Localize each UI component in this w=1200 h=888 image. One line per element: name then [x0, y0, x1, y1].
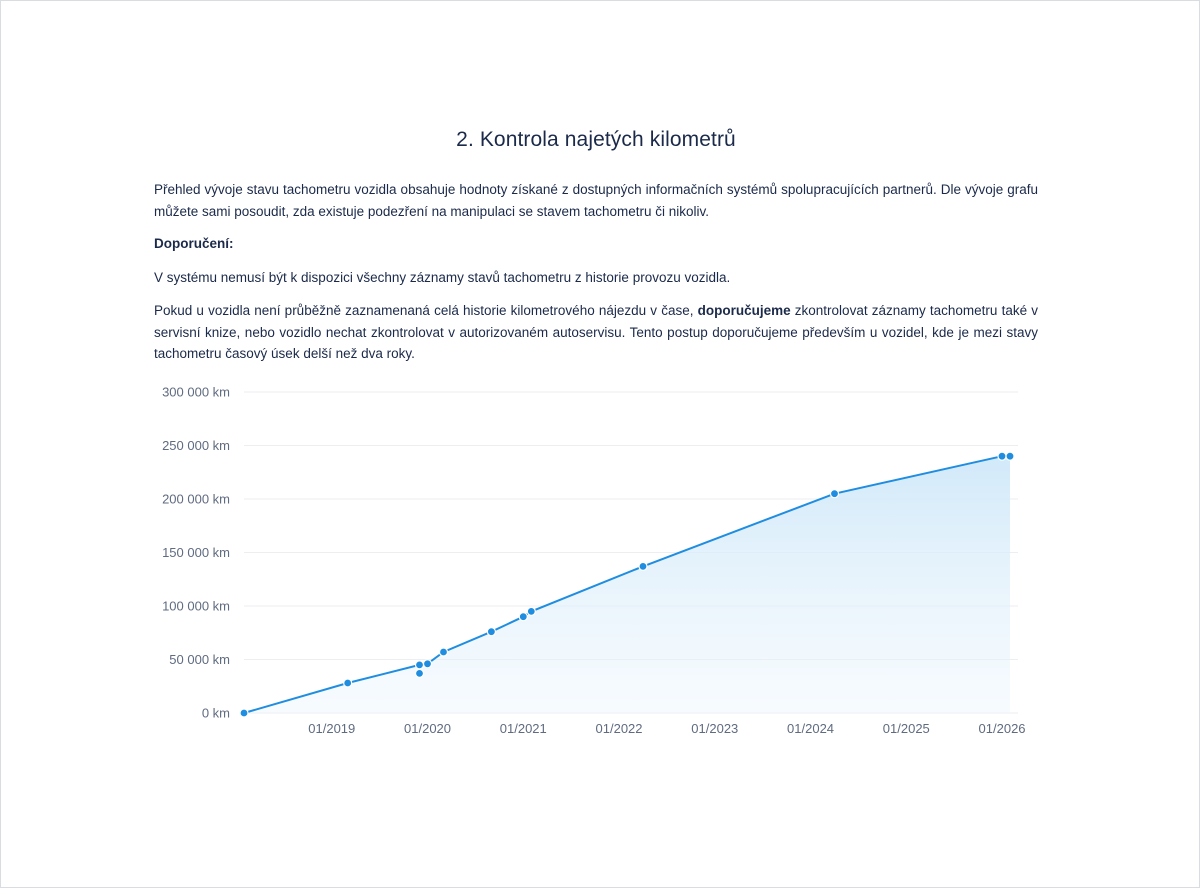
mileage-chart-svg: 0 km 50 000 km 100 000 km 150 000 km 200 000…	[162, 385, 1025, 737]
y-tick-label: 100 000 km	[162, 599, 230, 614]
data-point	[526, 606, 536, 616]
x-tick-label: 01/2022	[596, 721, 643, 736]
recommendation-2-bold: doporučujeme	[697, 303, 791, 318]
x-axis-labels: 01/2019 01/2020 01/2021 01/2022 01/2023 01/20…	[308, 721, 1025, 736]
x-tick-label: 01/2026	[979, 721, 1026, 736]
data-point	[997, 451, 1007, 461]
data-point	[486, 627, 496, 637]
recommendation-2-end: zkontrolovat záznamy tachometru také v s…	[154, 303, 1038, 361]
mileage-area	[244, 456, 1010, 713]
x-tick-label: 01/2023	[691, 721, 738, 736]
data-point	[638, 561, 648, 571]
mileage-line	[243, 455, 1010, 714]
data-point	[239, 708, 249, 718]
mileage-chart: 0 km 50 000 km 100 000 km 150 000 km 200 000…	[140, 375, 1040, 745]
y-tick-label: 0 km	[202, 706, 230, 721]
data-point	[414, 660, 425, 670]
x-tick-label: 01/2021	[500, 721, 547, 736]
y-tick-label: 250 000 km	[162, 438, 230, 453]
recommendation-paragraph-1: V systému nemusí být k dispozici všechny…	[154, 270, 731, 285]
page-title: 2. Kontrola najetých kilometrů	[456, 128, 736, 151]
intro-paragraph: Přehled vývoje stavu tachometru vozidla …	[154, 182, 1038, 219]
x-tick-label: 01/2025	[883, 721, 930, 736]
data-point	[518, 612, 528, 622]
data-point	[438, 647, 449, 657]
x-tick-label: 01/2019	[308, 721, 355, 736]
data-point	[414, 668, 425, 678]
recommendation-paragraph-2: Pokud u vozidla není průběžně zaznamenan…	[154, 300, 1038, 365]
data-point	[1005, 451, 1015, 461]
y-tick-label: 300 000 km	[162, 385, 230, 400]
x-tick-label: 01/2024	[787, 721, 834, 736]
x-tick-label: 01/2020	[404, 721, 451, 736]
recommendation-2-start: Pokud u vozidla není průběžně zaznamenan…	[154, 303, 698, 318]
data-point	[422, 659, 433, 669]
y-tick-label: 200 000 km	[162, 492, 230, 507]
y-tick-label: 50 000 km	[169, 652, 230, 667]
mileage-points	[239, 451, 1015, 718]
data-point	[343, 678, 353, 688]
data-point	[829, 489, 840, 499]
recommendation-heading: Doporučení:	[154, 236, 234, 251]
y-axis-labels: 0 km 50 000 km 100 000 km 150 000 km 200 000…	[162, 385, 230, 721]
y-tick-label: 150 000 km	[162, 545, 230, 560]
